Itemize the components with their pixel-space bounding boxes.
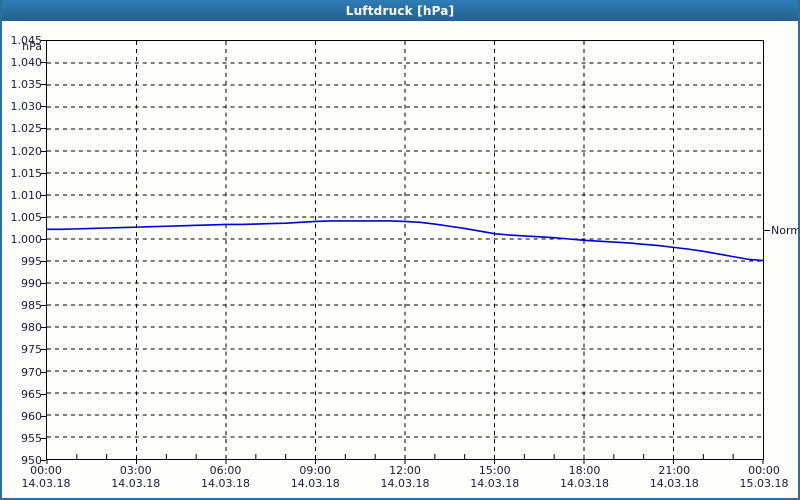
y-axis-tick-mark	[41, 172, 46, 174]
y-axis-tick-label: 995	[21, 255, 42, 269]
y-axis-tick-mark	[41, 194, 46, 196]
y-axis-tick-mark	[41, 40, 46, 41]
y-axis-tick-label: 1.010	[10, 188, 43, 202]
y-axis-unit-label: hPa	[22, 40, 42, 53]
window-title-bar: Luftdruck [hPa]	[2, 0, 798, 21]
x-axis-tick-time: 21:00	[658, 464, 691, 477]
y-axis-tick-mark	[41, 437, 46, 439]
y-axis-tick-label: 1.040	[10, 56, 43, 70]
x-axis-tick-date: 14.03.18	[201, 477, 250, 490]
y-axis-tick-label: 1.020	[10, 144, 43, 158]
y-axis-tick-label: 990	[21, 277, 42, 291]
y-axis-tick-label: 955	[21, 431, 42, 445]
x-axis-tick-date: 14.03.18	[470, 477, 520, 490]
grid-lines	[46, 41, 764, 464]
y-axis-tick-label: 970	[21, 365, 42, 379]
y-axis-tick-mark	[41, 84, 46, 86]
y-axis-tick-label: 1.030	[10, 100, 43, 114]
x-axis-tick-date: 14.03.18	[649, 477, 699, 490]
y-axis-tick-mark	[41, 327, 46, 329]
y-axis-tick-mark	[41, 238, 46, 240]
y-axis-tick-mark	[41, 305, 46, 307]
x-axis-tick-date: 15.03.18	[739, 477, 789, 490]
x-axis-tick-label: 21:00 14.03.18	[634, 464, 714, 490]
x-axis-tick-time: 00:00	[748, 464, 780, 477]
x-axis-tick-date: 14.03.18	[111, 477, 161, 490]
y-axis-tick-label: 985	[21, 299, 42, 313]
x-axis-tick-date: 14.03.18	[560, 477, 609, 490]
normal-series-label: Normal	[771, 224, 800, 238]
x-axis-tick-time: 03:00	[119, 464, 152, 477]
x-axis-tick-date: 14.03.18	[380, 477, 430, 490]
y-axis-tick-label: 1.000	[10, 232, 43, 246]
y-axis-tick-mark	[41, 128, 46, 130]
series-normal-line	[47, 220, 764, 262]
y-axis-tick-label: 1.035	[10, 78, 43, 92]
y-axis-tick-label: 965	[21, 387, 42, 401]
y-axis-tick-mark	[41, 415, 46, 417]
plot-area	[46, 40, 764, 464]
y-axis-tick-mark	[41, 371, 46, 373]
y-axis-tick-mark	[41, 62, 46, 64]
y-axis-tick-mark	[41, 460, 46, 461]
chart-area: hPa 1.045 1.040 1.035 1.030 1.025 1.020 1.015 1…	[2, 21, 798, 498]
y-axis-tick-mark	[41, 349, 46, 351]
x-axis-tick-label: 03:00 14.03.18	[96, 464, 176, 490]
y-axis-tick-label: 950	[21, 454, 42, 467]
x-axis-tick-label: 06:00 14.03.18	[186, 464, 266, 490]
y-axis-tick-mark	[41, 150, 46, 152]
y-axis-tick-label: 960	[21, 409, 42, 423]
y-axis-tick-label: 1.005	[10, 210, 43, 224]
x-axis-tick-time: 06:00	[209, 464, 242, 477]
x-axis-tick-date: 14.03.18	[21, 477, 71, 490]
x-axis-tick-label: 00:00 15.03.18	[724, 464, 798, 490]
x-axis-tick-date: 14.03.18	[290, 477, 340, 490]
x-axis-tick-time: 18:00	[568, 464, 601, 477]
y-axis-tick-mark	[41, 216, 46, 218]
y-axis-tick-mark	[41, 106, 46, 108]
x-axis-tick-label: 00:00 14.03.18	[6, 464, 86, 490]
x-axis-tick-time: 09:00	[299, 464, 332, 477]
x-axis-tick-label: 18:00 14.03.18	[545, 464, 625, 490]
y-axis-tick-label: 1.015	[10, 166, 43, 180]
y-axis-tick-mark	[41, 393, 46, 395]
x-axis-tick-label: 09:00 14.03.18	[275, 464, 355, 490]
x-axis-tick-label: 12:00 14.03.18	[365, 464, 445, 490]
y-axis-tick-label: 1.045	[10, 34, 43, 47]
page-title: Luftdruck [hPa]	[345, 3, 455, 18]
x-axis-tick-label: 15:00 14.03.18	[455, 464, 535, 490]
x-axis-tick-time: 00:00	[30, 464, 62, 477]
y-axis-tick-mark	[41, 261, 46, 263]
x-axis-tick-time: 15:00	[478, 464, 511, 477]
normal-series-tick	[764, 230, 770, 232]
y-axis-tick-mark	[41, 283, 46, 285]
y-axis-tick-label: 980	[21, 321, 42, 335]
y-axis-tick-label: 975	[21, 343, 42, 357]
y-axis-tick-label: 1.025	[10, 122, 43, 136]
x-axis-tick-time: 12:00	[389, 464, 421, 477]
